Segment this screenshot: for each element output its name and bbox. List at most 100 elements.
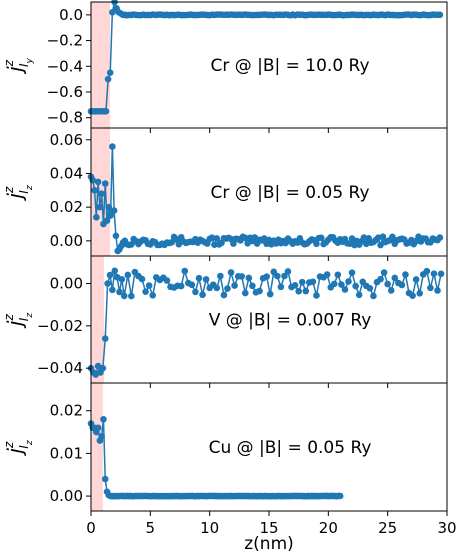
x-axis-label: z(nm) xyxy=(244,534,294,554)
data-point xyxy=(336,492,344,500)
data-point xyxy=(224,285,231,292)
data-point xyxy=(309,278,317,286)
data-point xyxy=(118,275,126,283)
x-tick-label: 25 xyxy=(378,519,397,537)
y-tick-label: 0.04 xyxy=(50,164,83,182)
data-point xyxy=(338,281,345,288)
data-point xyxy=(109,286,116,294)
y-tick-label: −0.02 xyxy=(37,317,83,335)
data-point xyxy=(284,268,292,275)
data-point xyxy=(277,283,285,291)
data-point xyxy=(377,275,384,283)
y-tick-label: −0.2 xyxy=(47,32,83,50)
y-axis-label: jzIz xyxy=(2,185,35,201)
data-point xyxy=(370,292,377,300)
data-point xyxy=(220,291,228,299)
data-point xyxy=(231,282,238,289)
data-point xyxy=(317,234,325,242)
panel-1: 0.0 −0.2 −0.4 −0.6 −0.8 Cr @ |B| = 10.0 Ry jzI… xyxy=(2,0,448,133)
y-tick-label: 0.02 xyxy=(50,198,83,216)
data-point xyxy=(437,270,445,278)
data-point xyxy=(387,287,395,294)
data-point xyxy=(313,292,320,299)
data-point xyxy=(217,272,224,280)
data-point xyxy=(94,424,102,432)
data-point xyxy=(128,292,135,300)
data-point xyxy=(380,269,388,276)
data-point xyxy=(105,203,113,211)
data-point xyxy=(377,241,384,249)
data-point xyxy=(98,433,105,440)
x-tick-label: 5 xyxy=(146,519,156,537)
data-point xyxy=(93,213,100,221)
data-point xyxy=(91,187,98,194)
y-tick-label: −0.8 xyxy=(47,109,83,127)
y-axis-label: jzIy xyxy=(2,57,35,74)
data-point xyxy=(116,288,123,296)
data-point xyxy=(96,203,104,211)
data-point xyxy=(298,278,306,286)
data-point xyxy=(436,234,444,241)
data-point xyxy=(241,289,249,297)
data-point xyxy=(379,233,387,240)
data-point xyxy=(241,234,249,242)
data-point xyxy=(434,287,441,294)
y-axis-label: jzIz xyxy=(2,440,35,456)
data-point xyxy=(106,69,114,77)
data-point xyxy=(348,269,356,277)
data-point xyxy=(163,277,171,284)
data-point xyxy=(181,267,189,275)
data-point xyxy=(213,284,221,292)
y-tick-label: −0.04 xyxy=(37,359,83,377)
data-point xyxy=(341,286,349,293)
data-point xyxy=(436,11,444,19)
data-point xyxy=(352,282,359,290)
y-tick-label: 0.00 xyxy=(50,487,83,505)
data-point xyxy=(111,0,118,6)
data-point xyxy=(263,273,270,280)
y-tick-label: −0.4 xyxy=(47,57,83,75)
x-tick-label: 20 xyxy=(319,519,338,537)
data-point xyxy=(103,217,111,224)
panel-2: 0.06 0.04 0.02 0.00 Cr @ |B| = 0.05 Ry jzIz xyxy=(2,127,448,261)
data-point xyxy=(412,276,420,283)
data-point xyxy=(188,281,196,289)
data-point xyxy=(177,282,185,290)
panel-3: 0.00 −0.02 −0.04 V @ |B| = 0.007 Ry jzIz xyxy=(2,255,448,388)
data-point xyxy=(323,271,331,278)
data-point xyxy=(128,241,135,248)
data-point xyxy=(120,292,128,300)
panel-annotation: Cr @ |B| = 10.0 Ry xyxy=(210,56,369,76)
data-point xyxy=(334,271,342,279)
shaded-region xyxy=(91,383,103,511)
data-point xyxy=(211,241,218,248)
data-point xyxy=(366,284,374,292)
data-point xyxy=(138,275,146,283)
data-point xyxy=(98,190,105,197)
data-point xyxy=(384,280,391,288)
data-point xyxy=(227,269,235,276)
x-tick-label: 10 xyxy=(200,519,219,537)
data-point xyxy=(238,273,246,280)
data-point xyxy=(245,274,253,282)
data-point xyxy=(416,290,424,297)
y-tick-label: 0.06 xyxy=(50,131,83,149)
data-point xyxy=(168,239,175,246)
panel-annotation: Cr @ |B| = 0.05 Ry xyxy=(210,183,369,203)
data-point xyxy=(107,212,114,219)
data-point xyxy=(102,107,110,115)
panel-annotation: V @ |B| = 0.007 Ry xyxy=(209,311,372,331)
data-point xyxy=(389,233,396,241)
data-point xyxy=(124,271,132,279)
data-point xyxy=(430,270,438,277)
y-tick-label: 0.02 xyxy=(50,402,83,420)
data-point xyxy=(391,274,399,282)
data-point xyxy=(106,271,114,279)
data-point xyxy=(302,287,310,295)
y-tick-label: 0.0 xyxy=(59,6,83,24)
data-point xyxy=(192,288,199,296)
data-point xyxy=(202,276,210,283)
data-point xyxy=(398,281,406,289)
data-point xyxy=(266,290,274,298)
